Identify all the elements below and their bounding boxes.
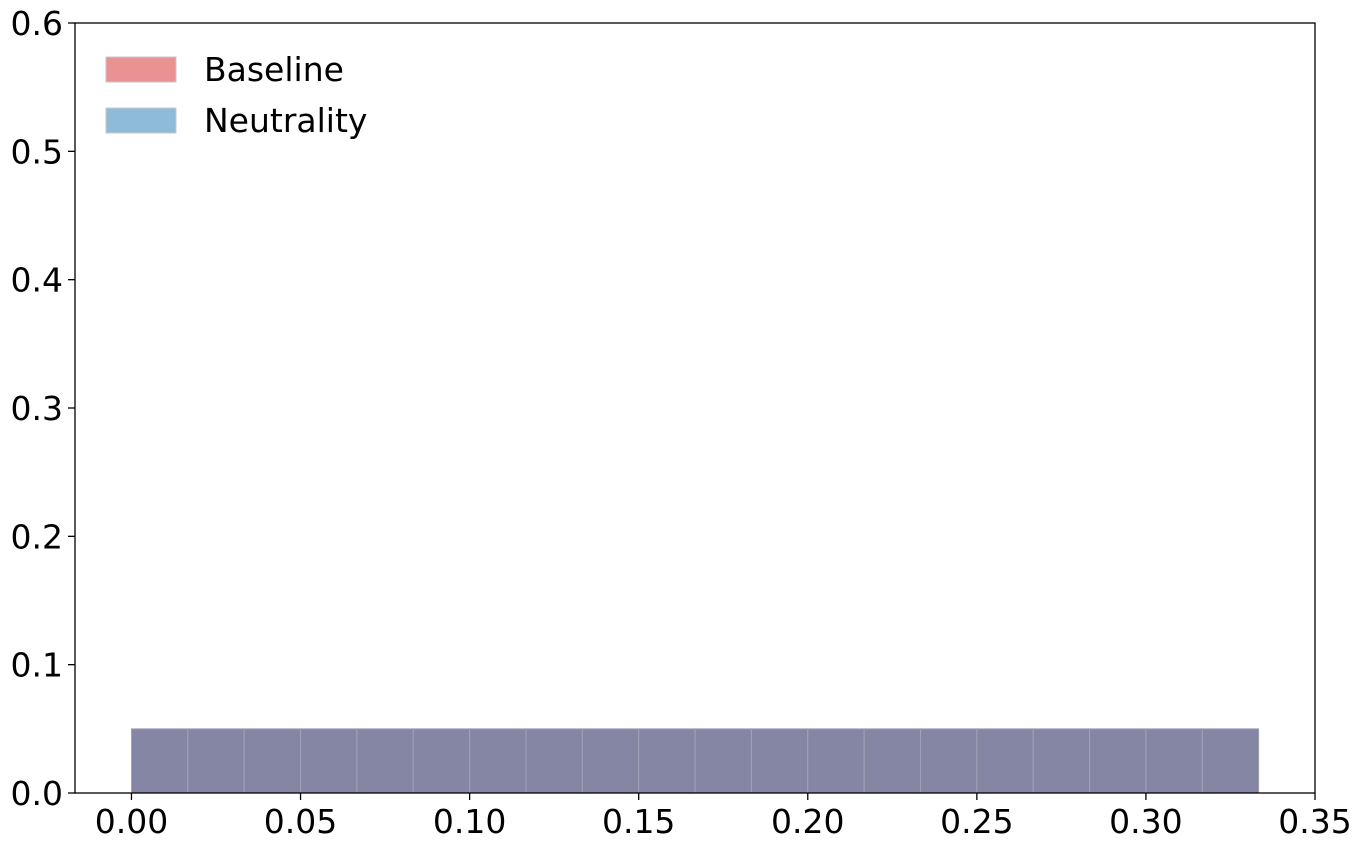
histogram-bar: [412, 728, 471, 794]
legend-swatch-neutrality: [105, 107, 177, 134]
histogram-bar: [525, 728, 583, 794]
histogram-bar: [807, 728, 865, 794]
histogram-bar: [300, 728, 358, 794]
histogram-bar: [1032, 728, 1091, 794]
bars-group: [130, 728, 1260, 794]
histogram-bar: [1089, 728, 1147, 794]
x-tick-label: 0.30: [1109, 802, 1182, 841]
y-tick-label: 0.5: [11, 132, 63, 171]
histogram-bar: [469, 728, 527, 794]
legend-swatch-baseline: [105, 56, 177, 83]
y-tick-label: 0.0: [11, 774, 63, 813]
y-tick-label: 0.2: [11, 517, 63, 556]
x-tick-label: 0.20: [771, 802, 844, 841]
histogram-bar: [863, 728, 921, 794]
y-axis: 0.0 0.1 0.2 0.3 0.4 0.5 0.6: [11, 4, 75, 813]
x-tick-label: 0.35: [1278, 802, 1351, 841]
y-tick-label: 0.1: [11, 646, 63, 685]
x-tick-label: 0.15: [602, 802, 675, 841]
histogram-bar: [187, 728, 245, 794]
x-axis: 0.00 0.05 0.10 0.15 0.20 0.25 0.30 0.35: [95, 793, 1352, 841]
histogram-bar: [919, 728, 978, 794]
x-tick-label: 0.00: [95, 802, 168, 841]
histogram-bar: [694, 728, 752, 794]
histogram-bar: [638, 728, 696, 794]
histogram-bar: [1201, 728, 1260, 794]
histogram-bar: [356, 728, 414, 794]
histogram-bar: [130, 728, 189, 794]
histogram-bar: [581, 728, 640, 794]
x-tick-label: 0.25: [940, 802, 1013, 841]
y-tick-label: 0.6: [11, 4, 63, 43]
histogram-bar: [750, 728, 809, 794]
histogram-bar: [1145, 728, 1203, 794]
x-tick-label: 0.10: [433, 802, 506, 841]
y-tick-label: 0.4: [11, 261, 63, 300]
legend-label-baseline: Baseline: [204, 50, 344, 89]
y-tick-label: 0.3: [11, 389, 63, 428]
histogram-bar: [243, 728, 302, 794]
legend-label-neutrality: Neutrality: [204, 101, 367, 140]
x-tick-label: 0.05: [264, 802, 337, 841]
legend: Baseline Neutrality: [105, 50, 367, 140]
histogram-bar: [976, 728, 1034, 794]
